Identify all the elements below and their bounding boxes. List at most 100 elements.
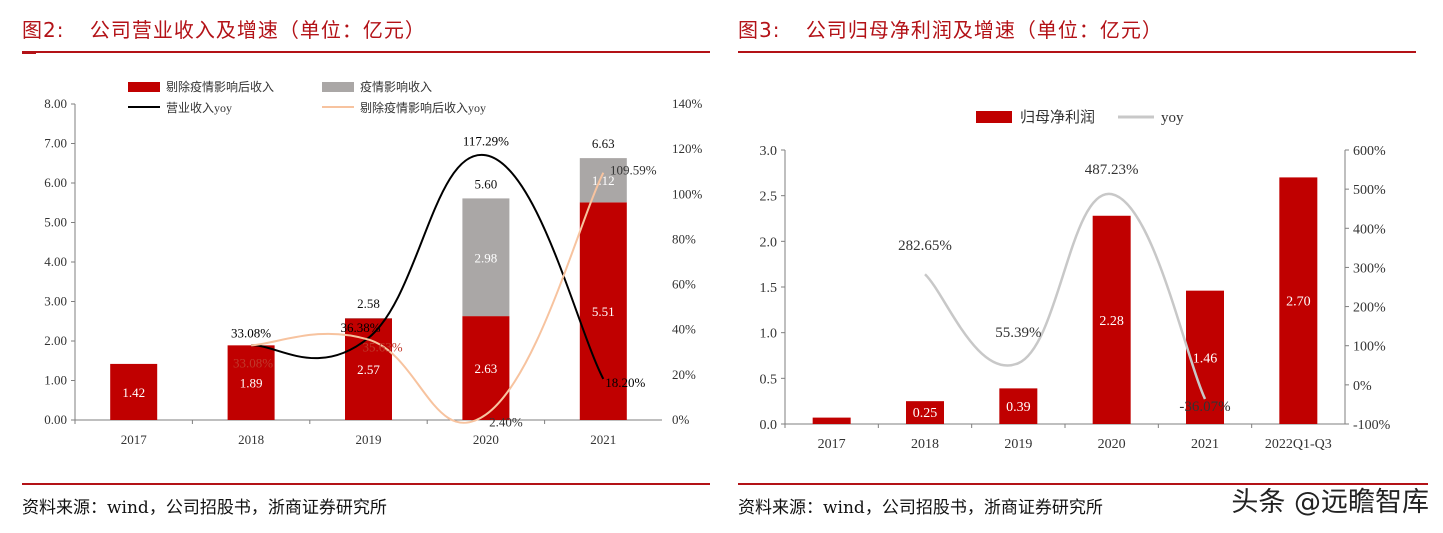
x-tick-label: 2022Q1-Q3 bbox=[1265, 437, 1332, 452]
bar bbox=[1092, 215, 1131, 424]
bar-stack bbox=[462, 198, 510, 317]
yoy-line bbox=[251, 154, 605, 380]
revenue-chart: 0.00 1.00 2.00 3.00 4.00 5.00 6.00 7.00 8.00 0% 20… bbox=[44, 79, 703, 447]
footer-rule bbox=[738, 483, 1428, 485]
figure-3-source: 资料来源：wind，公司招股书，浙商证券研究所 bbox=[738, 498, 1103, 518]
legend-label-profit: 归母净利润 bbox=[1020, 109, 1095, 126]
y-tick-label-right: 20% bbox=[672, 367, 696, 382]
y-tick-label-left: 6.00 bbox=[44, 175, 67, 190]
y-tick-label-right: 400% bbox=[1353, 222, 1386, 237]
bar-base bbox=[110, 363, 158, 420]
y-tick-label-right: 500% bbox=[1353, 183, 1386, 198]
x-tick-label: 2017 bbox=[121, 432, 148, 447]
bar bbox=[1279, 177, 1318, 424]
yoy-label: 487.23% bbox=[1085, 162, 1139, 178]
figure-3-title: 图3: 公司归母净利润及增速（单位：亿元） bbox=[738, 14, 1163, 43]
bar bbox=[906, 401, 944, 424]
bar-total-label: 2.58 bbox=[357, 296, 380, 311]
y-tick-label-left: 1.5 bbox=[760, 281, 778, 296]
y-tick-label-left: 1.0 bbox=[760, 327, 778, 342]
bar bbox=[999, 388, 1038, 424]
legend-label-yoy-adjusted: 剔除疫情影响后收入yoy bbox=[360, 100, 486, 115]
yoy-line bbox=[924, 192, 1207, 400]
yoy-label: 282.65% bbox=[898, 238, 952, 254]
y-tick-label-right: 60% bbox=[672, 277, 696, 292]
y-tick-label-right: 200% bbox=[1353, 301, 1386, 316]
bar-label: 0.39 bbox=[1006, 400, 1031, 415]
y-tick-label-left: 0.0 bbox=[760, 418, 778, 433]
y-tick-label-right: 100% bbox=[1353, 340, 1386, 355]
y-tick-label-right: 40% bbox=[672, 322, 696, 337]
bar-base-label: 1.42 bbox=[122, 385, 145, 400]
bar-base bbox=[462, 316, 510, 420]
y-tick-label-right: 120% bbox=[672, 141, 703, 156]
y-tick-label-left: 3.00 bbox=[44, 294, 67, 309]
y-tick-label-right: 300% bbox=[1353, 261, 1386, 276]
figure-3-label: 图3: bbox=[738, 18, 781, 42]
x-tick-label: 2020 bbox=[473, 432, 499, 447]
y-tick-label-left: 2.00 bbox=[44, 333, 67, 348]
legend-swatch-profit bbox=[976, 111, 1012, 123]
y-tick-label-left: 2.5 bbox=[760, 190, 778, 205]
figure-2-panel: 图2: 公司营业收入及增速（单位：亿元） 0.00 1.00 2.00 3.00 4.0… bbox=[0, 0, 710, 533]
figure-3-panel: 图3: 公司归母净利润及增速（单位：亿元） 0.0 0.5 1.0 1.5 2.0 2.5… bbox=[725, 0, 1443, 533]
yoy-label: 36.38% bbox=[340, 320, 380, 335]
title-rule bbox=[22, 51, 710, 53]
bar-base bbox=[579, 202, 627, 420]
footer-rule bbox=[22, 483, 710, 485]
x-tick-label: 2018 bbox=[911, 437, 939, 452]
bar-stack bbox=[579, 158, 627, 203]
legend-label-yoy: 营业收入yoy bbox=[166, 101, 232, 115]
bar-label: 0.25 bbox=[913, 406, 938, 421]
y-tick-label-left: 7.00 bbox=[44, 136, 67, 151]
bar-base-label: 1.89 bbox=[240, 376, 263, 391]
yoy-label: 18.20% bbox=[605, 375, 645, 390]
bar-total-label: 6.63 bbox=[592, 136, 615, 151]
yoy-adjusted-label: 109.59% bbox=[610, 163, 657, 178]
net-profit-chart: 0.0 0.5 1.0 1.5 2.0 2.5 3.0 -100% 0% 100% 200% 300%… bbox=[760, 109, 1391, 452]
yoy-label: 117.29% bbox=[463, 133, 509, 148]
y-tick-label-right: 0% bbox=[672, 412, 690, 427]
y-tick-label-left: 2.0 bbox=[760, 235, 778, 250]
bar-label: 2.70 bbox=[1286, 295, 1311, 310]
title-rule bbox=[738, 51, 1416, 53]
x-tick-label: 2019 bbox=[356, 432, 382, 447]
x-tick-label: 2018 bbox=[238, 432, 264, 447]
x-tick-label: 2021 bbox=[590, 432, 616, 447]
bar-base-label: 2.57 bbox=[357, 362, 380, 377]
yoy-adjusted-line bbox=[251, 172, 605, 424]
figure-2-title-text: 公司营业收入及增速（单位：亿元） bbox=[89, 18, 426, 42]
legend-swatch-base bbox=[128, 82, 160, 92]
figure-2-label: 图2: bbox=[22, 18, 65, 42]
yoy-label: 33.08% bbox=[231, 325, 271, 340]
yoy-adjusted-label: 35.63% bbox=[362, 340, 402, 355]
y-tick-label-left: 0.5 bbox=[760, 372, 778, 387]
y-tick-label-right: 80% bbox=[672, 231, 696, 246]
figure-2-title: 图2: 公司营业收入及增速（单位：亿元） bbox=[22, 14, 426, 43]
y-tick-label-left: 0.00 bbox=[44, 412, 67, 427]
legend-swatch-stack bbox=[322, 82, 354, 92]
yoy-adjusted-label: 33.08% bbox=[233, 355, 273, 370]
x-tick-label: 2017 bbox=[818, 437, 846, 452]
bar-base bbox=[227, 345, 275, 420]
title-rule-accent bbox=[22, 51, 36, 54]
bar bbox=[1186, 290, 1224, 424]
bar bbox=[812, 417, 851, 424]
legend-label-yoy: yoy bbox=[1161, 110, 1184, 126]
yoy-adjusted-label: 2.40% bbox=[489, 415, 523, 430]
y-tick-label-left: 8.00 bbox=[44, 96, 67, 111]
bar-label: 2.28 bbox=[1099, 314, 1124, 329]
x-tick-label: 2019 bbox=[1004, 437, 1032, 452]
bar-base-label: 5.51 bbox=[592, 304, 615, 319]
yoy-label: -36.07% bbox=[1179, 399, 1230, 415]
y-tick-label-right: 140% bbox=[672, 96, 703, 111]
legend-label-base: 剔除疫情影响后收入 bbox=[166, 79, 274, 94]
y-tick-label-left: 5.00 bbox=[44, 215, 67, 230]
x-tick-label: 2021 bbox=[1191, 437, 1219, 452]
yoy-label: 55.39% bbox=[995, 325, 1041, 341]
bar-base-label: 2.63 bbox=[475, 361, 498, 376]
bar-label: 1.46 bbox=[1193, 351, 1218, 366]
bar-total-label: 5.60 bbox=[475, 176, 498, 191]
y-tick-label-left: 3.0 bbox=[760, 144, 778, 159]
figure-3-title-text: 公司归母净利润及增速（单位：亿元） bbox=[805, 18, 1163, 42]
